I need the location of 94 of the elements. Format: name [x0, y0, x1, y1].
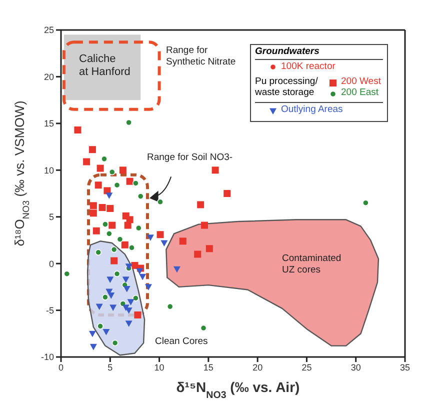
legend-label: 200 West: [340, 76, 381, 88]
y-tick-label: 10: [44, 165, 54, 176]
point: [127, 299, 134, 306]
point: [132, 294, 139, 302]
point: [98, 204, 106, 212]
point: [128, 244, 135, 251]
point: [137, 193, 144, 200]
point: [160, 240, 168, 247]
point: [194, 250, 202, 258]
point: [96, 304, 103, 310]
point: [112, 340, 118, 346]
y-tick-label: 25: [44, 25, 54, 36]
point: [108, 292, 115, 299]
point: [101, 156, 108, 162]
x-axis-title: δ¹⁵N$_{NO3}$ (‰ vs. Air): [176, 379, 300, 400]
annotation: Clean Cores: [155, 336, 208, 347]
point: [92, 227, 100, 234]
point: [135, 224, 142, 232]
annotation: Contaminated UZ cores: [282, 253, 342, 276]
point: [64, 270, 70, 278]
point: [110, 257, 118, 264]
point: [102, 328, 110, 336]
x-tick-label: 10: [154, 362, 164, 372]
y-tick-label: 15: [44, 118, 54, 129]
point: [146, 234, 154, 241]
point: [114, 182, 120, 188]
point: [124, 222, 132, 229]
annotation: Pu processing/ waste storage: [255, 76, 318, 98]
annotation: Caliche at Hanford: [79, 53, 130, 78]
point: [179, 238, 186, 245]
legend-label: 200 East: [340, 87, 380, 100]
point: [88, 146, 96, 154]
point: [96, 164, 104, 172]
point: [90, 202, 97, 210]
legend-label: 100K reactor: [280, 60, 336, 73]
point: [110, 304, 117, 311]
point: [144, 284, 152, 290]
x-tick-label: 35: [400, 362, 410, 372]
point: [88, 330, 96, 338]
point: [74, 126, 82, 134]
x-tick-label: 15: [203, 362, 214, 372]
point: [132, 180, 139, 186]
x-tick-label: 30: [350, 362, 361, 372]
point: [94, 182, 102, 189]
legend-title: Groundwaters: [255, 46, 383, 60]
point: [200, 222, 208, 229]
point: [90, 344, 97, 350]
point: [110, 246, 118, 253]
x-tick-label: 25: [302, 362, 312, 372]
point: [173, 266, 180, 273]
y-tick-label: 0: [48, 258, 54, 269]
point: [126, 119, 132, 126]
annotation: Range for Synthetic Nitrate: [166, 45, 236, 68]
point: [108, 168, 116, 176]
point: [134, 311, 142, 318]
point: [102, 221, 108, 228]
point: [90, 210, 97, 217]
legend-label: Outlying Areas: [280, 104, 343, 116]
point: [206, 245, 213, 252]
point: [108, 222, 116, 229]
point: [116, 236, 124, 242]
point: [106, 204, 114, 212]
point: [126, 178, 134, 185]
y-tick-label: -10: [40, 352, 54, 362]
point: [224, 190, 231, 197]
point: [200, 324, 207, 332]
x-tick-label: 20: [252, 362, 263, 372]
point: [125, 320, 132, 327]
x-tick-label: 5: [108, 362, 113, 372]
point: [139, 274, 146, 280]
point: [106, 192, 113, 199]
annotation: Range for Soil NO3-: [147, 152, 233, 163]
point: [212, 166, 219, 174]
point: [102, 294, 108, 300]
point: [166, 303, 174, 310]
point: [157, 198, 164, 206]
point: [97, 322, 104, 330]
y-tick-label: 5: [48, 212, 54, 222]
point: [119, 166, 126, 174]
point: [95, 249, 102, 256]
point: [121, 241, 128, 248]
point: [114, 270, 120, 278]
point: [197, 201, 204, 208]
x-tick-label: 0: [58, 362, 64, 372]
point: [106, 230, 112, 237]
point: [106, 276, 114, 283]
y-tick-label: -5: [46, 305, 54, 316]
point: [122, 276, 130, 283]
point: [136, 268, 144, 275]
point: [362, 200, 369, 206]
point: [123, 286, 130, 292]
point: [83, 158, 90, 166]
point: [156, 231, 164, 238]
y-tick-label: 20: [44, 72, 54, 82]
